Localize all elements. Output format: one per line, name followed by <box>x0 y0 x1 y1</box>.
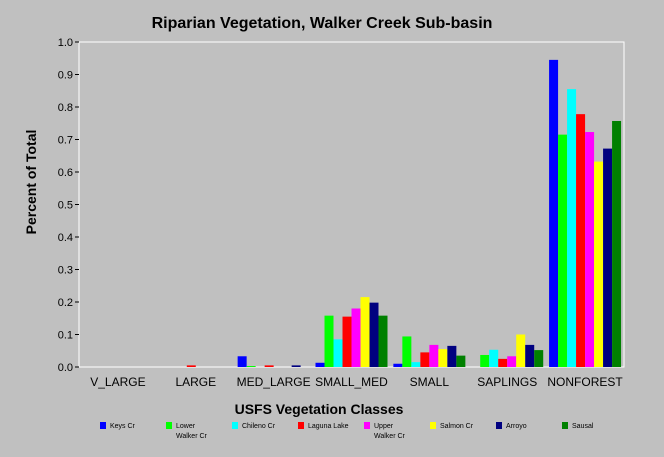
legend-swatch <box>232 422 238 429</box>
x-axis-title: USFS Vegetation Classes <box>235 401 404 417</box>
bar <box>393 363 403 367</box>
legend-label: Walker Cr <box>374 433 406 440</box>
bar <box>351 308 361 367</box>
bar <box>585 132 595 367</box>
bar <box>456 355 466 367</box>
y-tick-label: 0.7 <box>58 135 73 147</box>
bar <box>315 362 325 367</box>
legend-swatch <box>562 422 568 429</box>
legend-item: Sausal <box>562 422 594 430</box>
bar <box>186 365 196 367</box>
bar <box>567 89 577 367</box>
bar <box>342 316 352 367</box>
legend-item: Upper Walker Cr <box>364 422 406 440</box>
bar <box>576 114 586 368</box>
y-tick-label: 0.6 <box>58 167 73 179</box>
bar <box>480 354 490 367</box>
legend-label: Sausal <box>572 423 594 430</box>
bar <box>525 344 535 367</box>
legend-item: Keys Cr <box>100 422 136 430</box>
bar <box>549 59 559 367</box>
bar <box>246 366 256 367</box>
legend-swatch <box>496 422 502 429</box>
y-tick-label: 0.0 <box>58 362 73 374</box>
y-tick-label: 0.1 <box>58 330 73 342</box>
y-tick-label: 0.5 <box>58 200 73 212</box>
legend-label: Walker Cr <box>176 433 208 440</box>
legend-label: Upper <box>374 423 394 430</box>
legend-swatch <box>430 422 436 429</box>
bar <box>594 161 604 367</box>
bar <box>333 339 343 367</box>
bar <box>498 358 508 367</box>
legend-label: Salmon Cr <box>440 423 474 430</box>
y-axis: 0.0 0.1 0.2 0.3 0.4 0.5 0.6 0.7 0.8 0.9 1.0 <box>58 37 79 374</box>
y-tick-label: 0.8 <box>58 102 73 114</box>
legend-label: Arroyo <box>506 423 527 430</box>
bar <box>237 356 247 367</box>
y-tick-label: 0.4 <box>58 232 73 244</box>
legend-item: Lower Walker Cr <box>166 422 208 440</box>
bar <box>603 148 613 367</box>
bar <box>420 352 430 367</box>
bar <box>429 344 439 367</box>
legend-label: Laguna Lake <box>308 423 349 430</box>
bar <box>438 349 448 367</box>
y-tick-label: 0.9 <box>58 70 73 82</box>
legend-item: Salmon Cr <box>430 422 474 430</box>
bar <box>612 120 622 367</box>
legend: Keys Cr Lower Walker Cr Chileno Cr Laguna La… <box>100 422 594 440</box>
x-category-label: LARGE <box>175 375 216 389</box>
bar <box>378 315 388 367</box>
bar <box>369 302 379 367</box>
bar <box>489 349 499 367</box>
x-category-label: V_LARGE <box>90 375 145 389</box>
x-axis: V_LARGE LARGE MED_LARGE SMALL_MED SMALL SAPLI… <box>90 375 623 389</box>
legend-item: Arroyo <box>496 422 527 430</box>
bar <box>411 362 421 367</box>
y-tick-label: 1.0 <box>58 37 73 49</box>
bar <box>291 365 301 367</box>
bar <box>516 334 526 367</box>
legend-swatch <box>298 422 304 429</box>
legend-label: Keys Cr <box>110 423 136 430</box>
legend-swatch <box>100 422 106 429</box>
legend-item: Chileno Cr <box>232 422 276 430</box>
legend-swatch <box>166 422 172 429</box>
legend-swatch <box>364 422 370 429</box>
y-axis-title: Percent of Total <box>23 130 39 235</box>
x-category-label: NONFOREST <box>547 375 623 389</box>
chart-title: Riparian Vegetation, Walker Creek Sub-ba… <box>152 15 493 32</box>
legend-item: Laguna Lake <box>298 422 349 430</box>
legend-label: Lower <box>176 423 196 430</box>
x-category-label: MED_LARGE <box>237 375 311 389</box>
legend-label: Chileno Cr <box>242 423 276 430</box>
bar <box>507 356 517 367</box>
bars-group <box>186 59 622 368</box>
x-category-label: SMALL <box>410 375 450 389</box>
bar <box>324 315 334 367</box>
y-tick-label: 0.3 <box>58 265 73 277</box>
x-category-label: SAPLINGS <box>477 375 537 389</box>
bar <box>534 350 544 367</box>
bar <box>264 365 274 367</box>
x-category-label: SMALL_MED <box>315 375 388 389</box>
bar <box>447 345 457 367</box>
bar <box>360 297 370 367</box>
bar <box>402 336 412 367</box>
bar <box>558 134 568 367</box>
y-tick-label: 0.2 <box>58 297 73 309</box>
